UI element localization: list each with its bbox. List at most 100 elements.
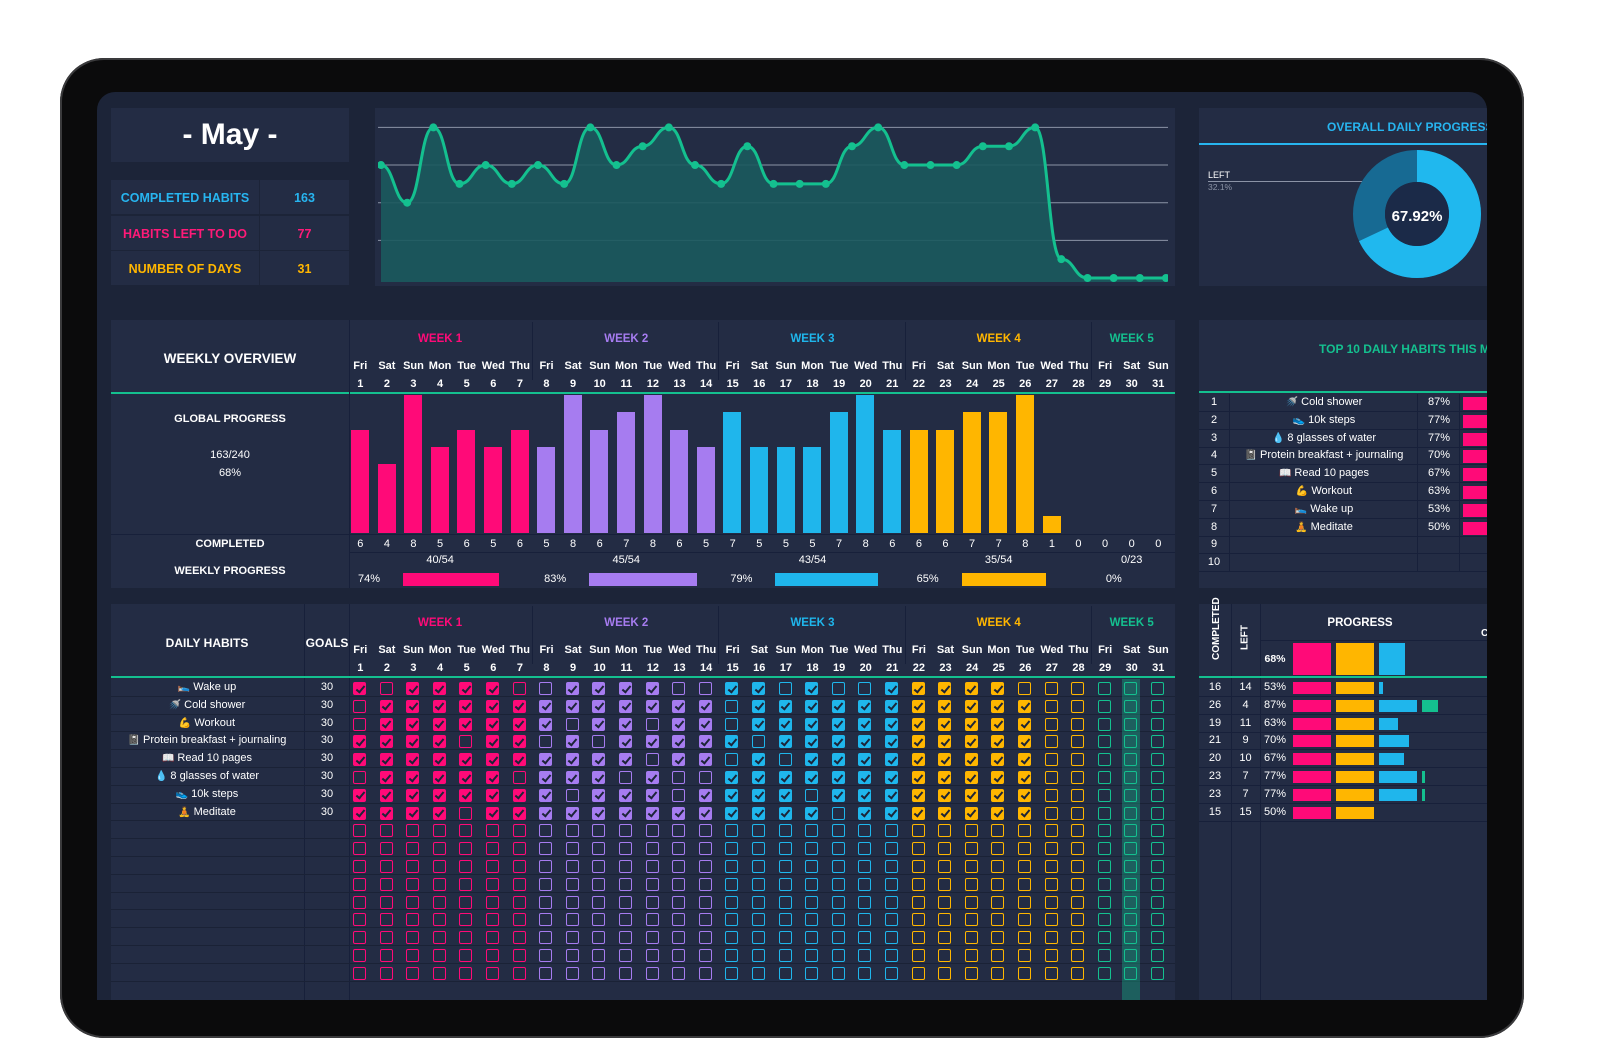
habit-checkbox[interactable] [1044, 806, 1058, 820]
habit-checkbox[interactable] [1071, 806, 1085, 820]
habit-checkbox[interactable] [991, 771, 1005, 784]
habit-checkbox[interactable] [1071, 771, 1085, 784]
habit-checkbox[interactable] [353, 895, 366, 909]
habit-checkbox[interactable] [885, 931, 898, 945]
habit-checkbox[interactable] [964, 966, 978, 980]
habit-checkbox[interactable] [938, 860, 952, 873]
habit-checkbox[interactable] [406, 824, 420, 838]
habit-checkbox[interactable] [725, 913, 739, 927]
habit-checkbox[interactable] [406, 913, 420, 927]
habit-checkbox[interactable] [991, 788, 1005, 802]
habit-checkbox[interactable] [672, 860, 686, 873]
habit-checkbox[interactable] [592, 877, 606, 891]
habit-checkbox[interactable] [805, 682, 819, 695]
habit-checkbox[interactable] [1124, 949, 1138, 962]
habit-checkbox[interactable] [645, 771, 659, 784]
habit-checkbox[interactable] [1097, 717, 1111, 731]
habit-checkbox[interactable] [432, 860, 446, 873]
habit-checkbox[interactable] [565, 895, 579, 909]
habit-checkbox[interactable] [406, 771, 420, 784]
habit-checkbox[interactable] [1124, 771, 1138, 784]
habit-checkbox[interactable] [725, 735, 739, 749]
habit-checkbox[interactable] [1097, 771, 1111, 784]
habit-checkbox[interactable] [805, 824, 819, 838]
habit-checkbox[interactable] [911, 717, 925, 731]
habit-checkbox[interactable] [432, 717, 446, 731]
habit-checkbox[interactable] [672, 824, 686, 838]
habit-checkbox[interactable] [539, 877, 553, 891]
habit-checkbox[interactable] [964, 682, 978, 695]
habit-checkbox[interactable] [379, 771, 393, 784]
habit-checkbox[interactable] [831, 824, 845, 838]
habit-checkbox[interactable] [672, 877, 686, 891]
habit-checkbox[interactable] [885, 788, 898, 802]
habit-checkbox[interactable] [1151, 735, 1164, 749]
habit-checkbox[interactable] [1018, 966, 1031, 980]
habit-checkbox[interactable] [964, 949, 978, 962]
habit-checkbox[interactable] [805, 913, 819, 927]
habit-checkbox[interactable] [672, 842, 686, 856]
habit-checkbox[interactable] [831, 682, 845, 695]
habit-checkbox[interactable] [459, 842, 473, 856]
habit-checkbox[interactable] [991, 753, 1005, 767]
habit-checkbox[interactable] [964, 877, 978, 891]
habit-checkbox[interactable] [1124, 682, 1138, 695]
habit-checkbox[interactable] [406, 842, 420, 856]
habit-checkbox[interactable] [778, 966, 792, 980]
habit-checkbox[interactable] [459, 699, 473, 713]
habit-checkbox[interactable] [752, 788, 765, 802]
habit-checkbox[interactable] [858, 717, 872, 731]
habit-checkbox[interactable] [831, 735, 845, 749]
habit-checkbox[interactable] [1071, 877, 1085, 891]
habit-checkbox[interactable] [725, 931, 739, 945]
habit-checkbox[interactable] [1044, 735, 1058, 749]
habit-checkbox[interactable] [991, 895, 1005, 909]
habit-checkbox[interactable] [1044, 788, 1058, 802]
habit-checkbox[interactable] [1071, 824, 1085, 838]
habit-checkbox[interactable] [752, 806, 765, 820]
habit-checkbox[interactable] [858, 682, 872, 695]
habit-checkbox[interactable] [805, 806, 819, 820]
habit-checkbox[interactable] [353, 913, 366, 927]
habit-checkbox[interactable] [805, 895, 819, 909]
habit-checkbox[interactable] [512, 788, 526, 802]
habit-checkbox[interactable] [1018, 771, 1031, 784]
habit-checkbox[interactable] [353, 860, 366, 873]
habit-checkbox[interactable] [964, 824, 978, 838]
habit-checkbox[interactable] [831, 966, 845, 980]
habit-checkbox[interactable] [592, 735, 606, 749]
habit-checkbox[interactable] [486, 717, 499, 731]
habit-checkbox[interactable] [858, 895, 872, 909]
habit-checkbox[interactable] [432, 771, 446, 784]
habit-checkbox[interactable] [698, 699, 712, 713]
habit-checkbox[interactable] [964, 771, 978, 784]
habit-checkbox[interactable] [964, 931, 978, 945]
habit-checkbox[interactable] [539, 966, 553, 980]
habit-checkbox[interactable] [778, 682, 792, 695]
habit-checkbox[interactable] [645, 824, 659, 838]
habit-checkbox[interactable] [725, 717, 739, 731]
habit-checkbox[interactable] [778, 699, 792, 713]
habit-checkbox[interactable] [592, 771, 606, 784]
habit-checkbox[interactable] [512, 842, 526, 856]
habit-checkbox[interactable] [752, 860, 765, 873]
habit-checkbox[interactable] [645, 717, 659, 731]
habit-checkbox[interactable] [1124, 824, 1138, 838]
habit-checkbox[interactable] [725, 877, 739, 891]
habit-checkbox[interactable] [406, 735, 420, 749]
habit-checkbox[interactable] [1044, 753, 1058, 767]
habit-checkbox[interactable] [486, 682, 499, 695]
habit-checkbox[interactable] [1151, 753, 1164, 767]
habit-checkbox[interactable] [1071, 717, 1085, 731]
habit-checkbox[interactable] [353, 824, 366, 838]
habit-checkbox[interactable] [486, 788, 499, 802]
habit-checkbox[interactable] [565, 717, 579, 731]
habit-checkbox[interactable] [512, 771, 526, 784]
habit-checkbox[interactable] [432, 877, 446, 891]
habit-checkbox[interactable] [432, 682, 446, 695]
habit-checkbox[interactable] [1044, 682, 1058, 695]
habit-checkbox[interactable] [565, 824, 579, 838]
habit-checkbox[interactable] [1097, 788, 1111, 802]
habit-checkbox[interactable] [672, 913, 686, 927]
habit-checkbox[interactable] [805, 877, 819, 891]
